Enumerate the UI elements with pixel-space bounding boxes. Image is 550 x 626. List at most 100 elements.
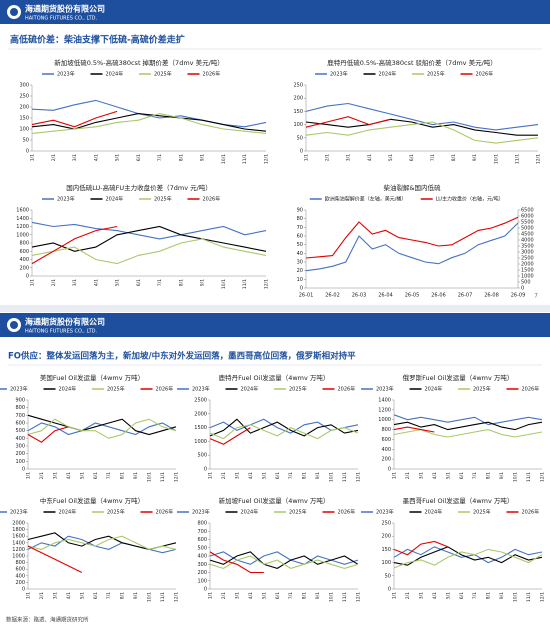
series-line — [305, 216, 519, 259]
y-tick-label: 150 — [293, 109, 303, 115]
series-line — [31, 110, 118, 128]
y-tick-label: 800 — [19, 241, 29, 247]
y-tick-label: 600 — [19, 249, 29, 255]
y-tick-label: 700 — [197, 529, 207, 535]
y-tick-label: 0 — [204, 467, 207, 473]
y-tick-label: 400 — [197, 554, 207, 560]
x-tick-label: 2/1 — [221, 472, 227, 479]
y-tick-label: 1600 — [16, 208, 29, 214]
legend-label: 2024年 — [241, 386, 259, 393]
y2-tick-label: 3000 — [521, 250, 534, 256]
x-tick-label: 9/1 — [499, 472, 505, 479]
y-tick-label: 200 — [197, 570, 207, 576]
chart-title: 新加坡Fuel Oil发运量（4wmv 万吨） — [219, 496, 330, 505]
legend-label: 2025年 — [289, 509, 307, 516]
y-tick-label: 800 — [381, 427, 391, 433]
series-line — [27, 414, 177, 436]
x-tick-label: 1/1 — [26, 472, 32, 479]
x-tick-label: 1/1 — [392, 592, 398, 599]
y-tick-label: 1000 — [378, 417, 391, 423]
x-tick-label: 9/1 — [200, 154, 206, 161]
x-tick-label: 12/1 — [264, 279, 270, 289]
x-tick-label: 6/1 — [93, 472, 99, 479]
y-tick-label: 0 — [26, 149, 29, 155]
y-tick-label: 200 — [381, 534, 391, 540]
y-tick-label: 50 — [297, 135, 303, 141]
page-number: 7 — [534, 293, 538, 300]
x-tick-label: 8/1 — [178, 154, 184, 161]
y-tick-label: 800 — [15, 405, 25, 411]
x-tick-label: 26-01 — [299, 293, 314, 299]
x-tick-label: 1/1 — [304, 154, 310, 161]
y2-tick-label: 6000 — [521, 214, 534, 220]
y-tick-label: 100 — [197, 578, 207, 584]
x-tick-label: 7/1 — [472, 592, 478, 599]
chart-title: 鹿特丹Fuel Oil发运量（4wmv 万吨） — [219, 373, 330, 382]
y-tick-label: 800 — [197, 521, 207, 527]
company-en: HAITONG FUTURES CO., LTD. — [25, 329, 97, 335]
y-tick-label: 100 — [293, 122, 303, 128]
x-tick-label: 7/1 — [430, 154, 436, 161]
y-tick-label: 60 — [297, 234, 303, 240]
x-tick-label: 11/1 — [342, 472, 348, 482]
y-tick-label: 600 — [15, 567, 25, 573]
x-tick-label: 6/1 — [459, 592, 465, 599]
legend-label: 2023年 — [330, 71, 348, 78]
series-line — [393, 540, 449, 556]
legend-label: 2025年 — [473, 386, 491, 393]
series-line — [305, 121, 539, 144]
x-tick-label: 11/1 — [526, 592, 532, 602]
y-tick-label: 1800 — [12, 527, 25, 533]
y-tick-label: 70 — [297, 225, 303, 231]
x-tick-label: 12/1 — [540, 592, 546, 602]
legend-label: 2025年 — [473, 509, 491, 516]
x-tick-label: 12/1 — [174, 592, 180, 602]
y2-tick-label: 6500 — [521, 208, 534, 214]
x-tick-label: 5/1 — [79, 592, 85, 599]
y-tick-label: 0 — [22, 467, 25, 473]
x-tick-label: 2/1 — [405, 472, 411, 479]
series-line — [393, 429, 543, 438]
company-en: HAITONG FUTURES CO., LTD. — [25, 16, 97, 22]
x-tick-label: 2/1 — [325, 154, 331, 161]
x-tick-label: 7/1 — [157, 154, 163, 161]
x-tick-label: 9/1 — [315, 592, 321, 599]
x-tick-label: 9/1 — [200, 279, 206, 286]
y-tick-label: 250 — [293, 83, 303, 89]
x-tick-label: 11/1 — [242, 154, 248, 164]
x-tick-label: 26-06 — [431, 293, 446, 299]
x-tick-label: 5/1 — [445, 472, 451, 479]
chart-title: 新加坡低硫0.5%-高硫380cst 掉期价差（7dmv 美元/吨） — [54, 58, 224, 67]
legend-label: 2023年 — [376, 509, 394, 516]
x-tick-label: 7/1 — [288, 592, 294, 599]
x-tick-label: 9/1 — [472, 154, 478, 161]
legend-label: 2024年 — [59, 386, 77, 393]
series-line — [209, 555, 359, 569]
x-tick-label: 5/1 — [115, 154, 121, 161]
legend-label: 2026年 — [522, 386, 540, 393]
series-line — [305, 222, 519, 272]
x-tick-label: 6/1 — [136, 154, 142, 161]
x-tick-label: 3/1 — [72, 279, 78, 286]
legend-label: 2026年 — [476, 71, 494, 78]
x-tick-label: 7/1 — [472, 472, 478, 479]
series-line — [305, 116, 391, 128]
y-tick-label: 200 — [15, 451, 25, 457]
y-tick-label: 50 — [385, 573, 391, 579]
x-tick-label: 4/1 — [66, 472, 72, 479]
x-tick-label: 4/1 — [93, 154, 99, 161]
y-tick-label: 1200 — [16, 224, 29, 230]
y-tick-label: 500 — [15, 428, 25, 434]
y-tick-label: 200 — [15, 580, 25, 586]
company-cn: 海通期货股份有限公司 — [25, 4, 105, 14]
header-bar — [0, 0, 550, 24]
x-tick-label: 9/1 — [133, 592, 139, 599]
y2-tick-label: 4000 — [521, 238, 534, 244]
x-tick-label: 7/1 — [106, 472, 112, 479]
y-tick-label: 600 — [197, 537, 207, 543]
x-tick-label: 10/1 — [513, 592, 519, 602]
x-tick-label: 7/1 — [106, 592, 112, 599]
y-tick-label: 20 — [297, 268, 303, 274]
legend-label: 2025年 — [107, 509, 125, 516]
y-tick-label: 300 — [15, 444, 25, 450]
